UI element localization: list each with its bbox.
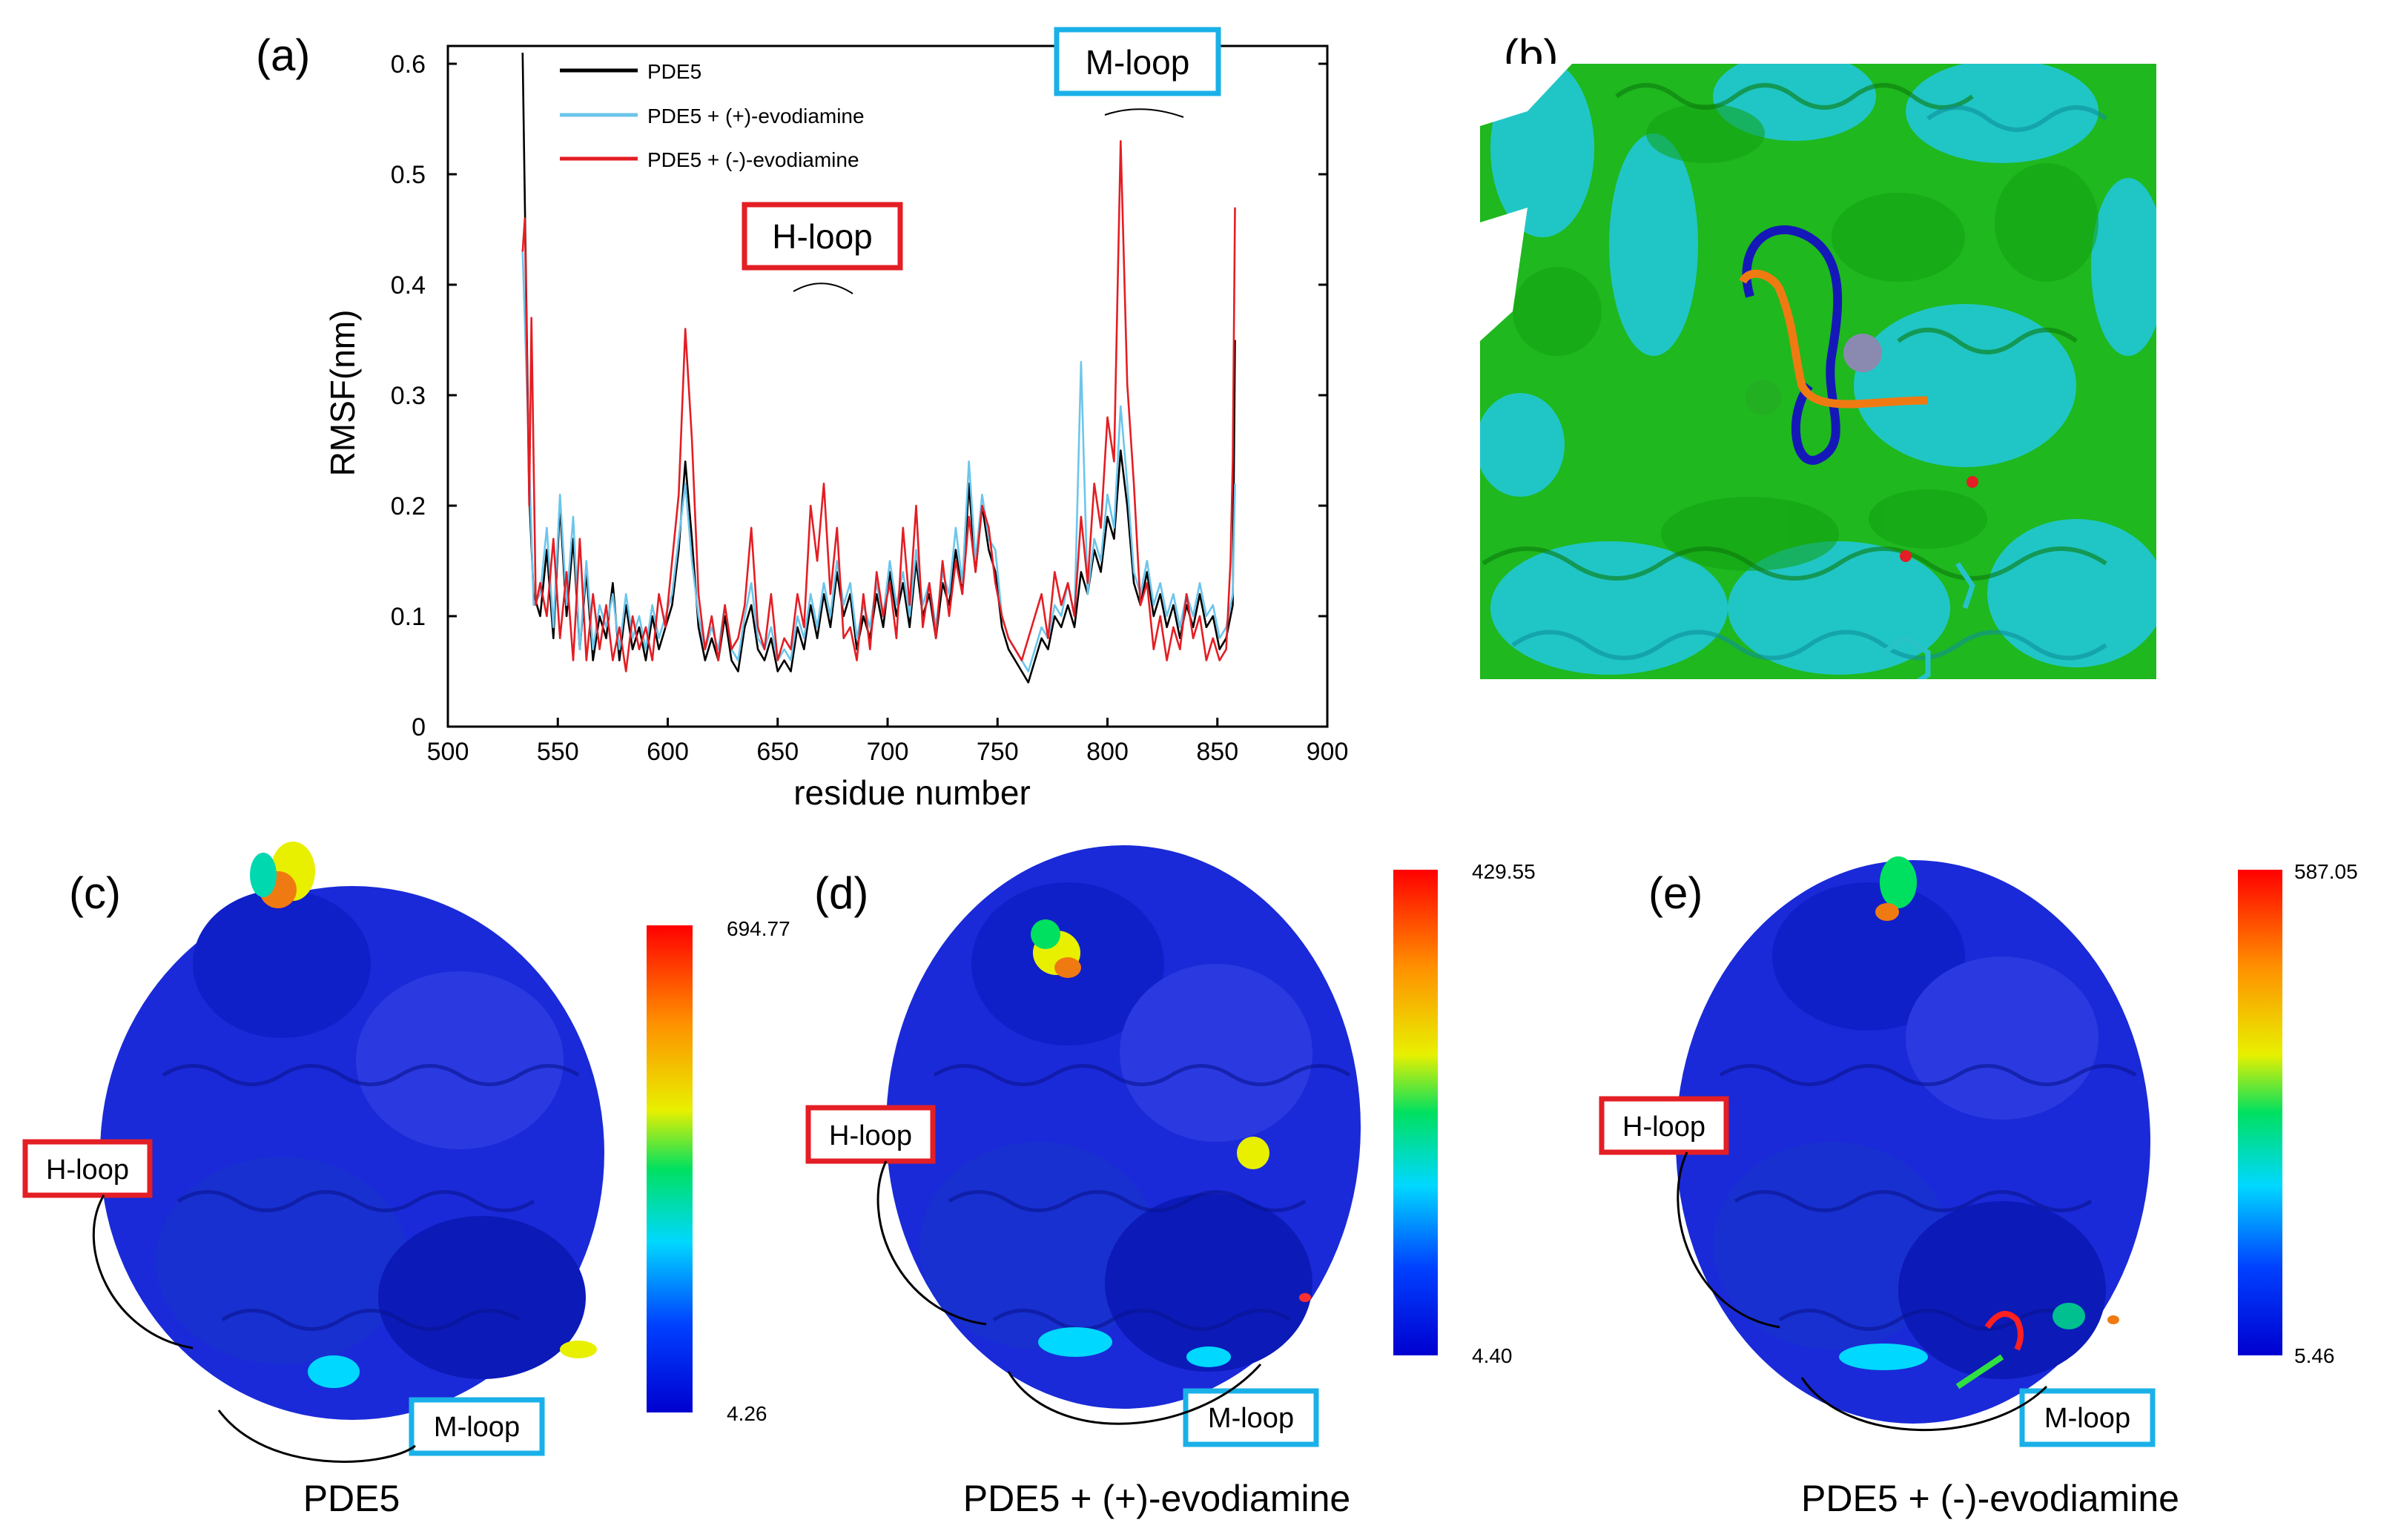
y-axis-label: RMSF(nm) <box>323 310 362 477</box>
h-loop-bracket-e <box>1677 1151 1780 1329</box>
h-loop-bracket-d <box>876 1160 987 1326</box>
colorbar-min-pde5: 4.26 <box>727 1402 767 1425</box>
m-loop-bracket-a <box>1104 108 1184 118</box>
panel-e: (e) 587.05 5.46 H-loop M-lo <box>1599 856 2358 1519</box>
x-tick-label: 750 <box>977 738 1019 766</box>
m-loop-label-c: M-loop <box>434 1412 520 1443</box>
colorbar-plus-evodiamine <box>1393 870 1438 1355</box>
structure-overlay-image <box>1480 64 2156 679</box>
series-layer <box>521 53 1236 684</box>
h-loop-bracket-a <box>793 282 853 294</box>
panel-label-e: (e) <box>1648 868 1703 918</box>
structure-image-plus-evodiamine <box>886 845 1361 1409</box>
panel-c: (c) 694.77 4.26 H-loop M-loop P <box>22 842 790 1519</box>
panel-b: (b) <box>1480 30 2156 679</box>
x-tick-label: 550 <box>537 738 579 766</box>
magnesium-ion <box>1746 380 1781 415</box>
m-loop-label-d: M-loop <box>1208 1403 1294 1434</box>
y-tick-label: 0 <box>412 713 426 741</box>
caption-minus-evodiamine: PDE5 + (-)-evodiamine <box>1801 1478 2179 1519</box>
colorbar-pde5 <box>647 925 693 1412</box>
series-line-pde5 <box>521 53 1236 684</box>
h-loop-box-c <box>22 1139 153 1198</box>
m-loop-label-a: M-loop <box>1086 43 1190 82</box>
m-loop-bracket-e <box>1800 1377 2048 1432</box>
m-loop-bracket-d <box>1007 1363 1262 1425</box>
plot-frame <box>446 44 1329 728</box>
h-loop-box-d <box>805 1105 936 1164</box>
panel-d: (d) 429.55 4.40 H-loop M-lo <box>805 845 1536 1519</box>
panel-label-c: (c) <box>69 868 121 918</box>
legend: PDE5 PDE5 + (+)-evodiamine PDE5 + (-)-ev… <box>560 60 865 171</box>
y-tick-label: 0.4 <box>391 271 426 300</box>
series-line-minus-evodiamine <box>521 140 1236 672</box>
m-loop-annotation: M-loop <box>1054 27 1221 118</box>
colorbar-minus-evodiamine <box>2238 870 2282 1355</box>
h-loop-label-c: H-loop <box>46 1154 129 1186</box>
x-tick-label: 800 <box>1086 738 1129 766</box>
y-tick-label: 0.5 <box>391 161 426 189</box>
y-axis-ticks: 0 0.1 0.2 0.3 0.4 0.5 0.6 <box>391 50 1327 741</box>
m-loop-label-e: M-loop <box>2044 1403 2130 1434</box>
h-loop-label-a: H-loop <box>772 217 873 256</box>
colorbar-max-plus-evodiamine: 429.55 <box>1472 860 1536 883</box>
legend-label-pde5: PDE5 <box>647 60 701 83</box>
panel-label-a: (a) <box>256 30 310 80</box>
m-loop-box-d <box>1183 1388 1319 1447</box>
y-tick-label: 0.1 <box>391 603 426 631</box>
x-tick-label: 650 <box>756 738 799 766</box>
x-tick-label: 850 <box>1196 738 1238 766</box>
x-tick-label: 500 <box>427 738 469 766</box>
colorbar-min-minus-evodiamine: 5.46 <box>2294 1344 2335 1367</box>
colorbar-max-pde5: 694.77 <box>727 917 790 940</box>
colorbar-min-plus-evodiamine: 4.40 <box>1472 1344 1513 1367</box>
h-loop-label-d: H-loop <box>829 1120 912 1151</box>
caption-pde5: PDE5 <box>303 1478 400 1519</box>
zinc-ion <box>1843 334 1882 372</box>
h-loop-annotation: H-loop <box>742 202 903 294</box>
caption-plus-evodiamine: PDE5 + (+)-evodiamine <box>963 1478 1350 1519</box>
x-axis-label: residue number <box>793 773 1031 812</box>
structure-image-pde5 <box>100 842 604 1420</box>
h-loop-box-e <box>1599 1096 1729 1155</box>
panel-label-d: (d) <box>814 868 868 918</box>
x-axis-ticks: 500 550 600 650 700 750 800 850 900 <box>427 718 1349 766</box>
m-loop-box-e <box>2019 1388 2156 1447</box>
x-tick-label: 600 <box>647 738 689 766</box>
y-tick-label: 0.2 <box>391 492 426 521</box>
panel-a: (a) 500 550 600 650 700 750 800 850 900 00.10.20… <box>256 27 1349 812</box>
m-loop-box-c <box>409 1397 545 1456</box>
x-tick-label: 700 <box>867 738 909 766</box>
legend-label-minus: PDE5 + (-)-evodiamine <box>647 148 859 171</box>
m-loop-trace-orange <box>1739 269 1929 409</box>
h-loop-box-a <box>742 202 903 271</box>
h-loop-label-e: H-loop <box>1622 1111 1705 1143</box>
h-loop-bracket-c <box>92 1194 194 1349</box>
colorbar-max-minus-evodiamine: 587.05 <box>2294 860 2358 883</box>
x-tick-label: 900 <box>1307 738 1349 766</box>
m-loop-bracket-c <box>217 1410 416 1463</box>
legend-label-plus: PDE5 + (+)-evodiamine <box>647 105 865 128</box>
structure-image-minus-evodiamine <box>1676 856 2150 1424</box>
m-loop-trace-blue <box>1742 225 1843 465</box>
m-loop-box-a <box>1054 27 1221 96</box>
y-tick-label: 0.3 <box>391 382 426 410</box>
y-tick-label: 0.6 <box>391 50 426 79</box>
